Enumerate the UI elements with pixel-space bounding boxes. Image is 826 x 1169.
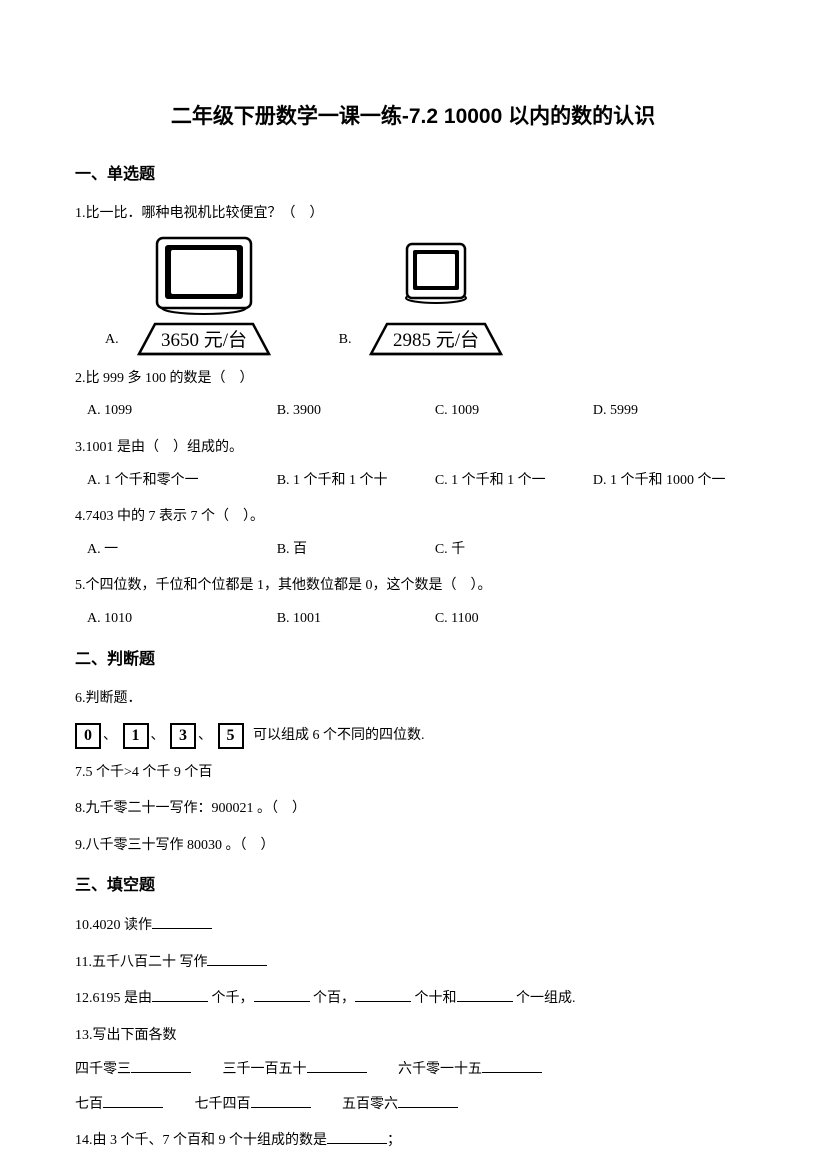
q5-opt-a: A. 1010 [87, 606, 277, 633]
q1-tv-b: 2985 元/台 [361, 236, 511, 356]
tv-icon-b: 2985 元/台 [361, 236, 511, 356]
question-7: 7.5 个千>4 个千 9 个百 [75, 760, 751, 787]
q4-opt-a: A. 一 [87, 537, 277, 564]
q13-w1: 四千零三 [75, 1062, 131, 1077]
section-2-header: 二、判断题 [75, 647, 751, 673]
q14-p1: 14.由 3 个千、7 个百和 9 个十组成的数是 [75, 1133, 327, 1148]
q2-opt-c: C. 1009 [435, 398, 593, 425]
q12-p4: 个十和 [415, 991, 457, 1006]
question-9: 9.八千零三十写作 80030 。（ ） [75, 833, 751, 860]
q13-blank-2 [307, 1057, 367, 1073]
q14-p2: ； [387, 1133, 401, 1148]
q10-blank [152, 913, 212, 929]
q11-blank [207, 950, 267, 966]
question-14: 14.由 3 个千、7 个百和 9 个十组成的数是 ； [75, 1128, 751, 1155]
q1-text: 1.比一比．哪种电视机比较便宜？（ ） [75, 201, 751, 228]
question-2: 2.比 999 多 100 的数是（ ） A. 1099 B. 3900 C. … [75, 366, 751, 425]
q12-blank-3 [355, 986, 411, 1002]
q3-opt-c: C. 1 个千和 1 个一 [435, 468, 593, 495]
q5-opt-c: C. 1100 [435, 606, 593, 633]
question-11: 11.五千八百二十 写作 [75, 950, 751, 977]
price-b-svg: 2985 元/台 [393, 329, 479, 351]
q5-opt-b: B. 1001 [277, 606, 435, 633]
q13-w3: 六千零一十五 [398, 1062, 482, 1077]
q4-opt-c: C. 千 [435, 537, 593, 564]
q2-text: 2.比 999 多 100 的数是（ ） [75, 366, 751, 393]
q12-blank-2 [254, 986, 310, 1002]
q12-p1: 12.6195 是由 [75, 991, 152, 1006]
q6-digit-2: 3 [170, 723, 196, 749]
q12-p3: 个百， [313, 991, 355, 1006]
question-6: 6.判断题． 0、 1、 3、 5 可以组成 6 个不同的四位数. [75, 686, 751, 749]
question-4: 4.7403 中的 7 表示 7 个（ ）。 A. 一 B. 百 C. 千 [75, 504, 751, 563]
q4-opt-d [593, 537, 751, 564]
q1-options-row: A. 3650 元/台 B. 2985 元/台 [75, 236, 751, 356]
price-a-svg: 3650 元/台 [161, 329, 247, 351]
q3-opt-b: B. 1 个千和 1 个十 [277, 468, 435, 495]
q4-opt-b: B. 百 [277, 537, 435, 564]
q12-blank-1 [152, 986, 208, 1002]
q13-w2: 三千一百五十 [223, 1062, 307, 1077]
q6-digit-0: 0 [75, 723, 101, 749]
question-8: 8.九千零二十一写作：900021 。（ ） [75, 796, 751, 823]
q13-blank-4 [103, 1092, 163, 1108]
page-title: 二年级下册数学一课一练-7.2 10000 以内的数的认识 [75, 100, 751, 134]
q3-text: 3.1001 是由（ ）组成的。 [75, 435, 751, 462]
q11-text: 11.五千八百二十 写作 [75, 955, 207, 970]
q13-w6: 五百零六 [342, 1097, 398, 1112]
q5-opt-d [593, 606, 751, 633]
q4-text: 4.7403 中的 7 表示 7 个（ ）。 [75, 504, 751, 531]
q13-blank-5 [251, 1092, 311, 1108]
q3-opt-d: D. 1 个千和 1000 个一 [593, 468, 751, 495]
q6-digit-1: 1 [123, 723, 149, 749]
section-1-header: 一、单选题 [75, 162, 751, 188]
q2-opt-b: B. 3900 [277, 398, 435, 425]
q12-blank-4 [457, 986, 513, 1002]
q5-text: 5.个四位数，千位和个位都是 1，其他数位都是 0，这个数是（ ）。 [75, 573, 751, 600]
q1-label-a: A. [105, 327, 119, 354]
question-12: 12.6195 是由 个千， 个百， 个十和 个一组成. [75, 986, 751, 1013]
q10-text: 10.4020 读作 [75, 918, 152, 933]
q2-opt-d: D. 5999 [593, 398, 751, 425]
section-3-header: 三、填空题 [75, 873, 751, 899]
q1-label-b: B. [339, 327, 352, 354]
q6-tail: 可以组成 6 个不同的四位数. [253, 728, 425, 743]
question-1: 1.比一比．哪种电视机比较便宜？（ ） A. 3650 元/台 B. [75, 201, 751, 356]
question-3: 3.1001 是由（ ）组成的。 A. 1 个千和零个一 B. 1 个千和 1 … [75, 435, 751, 494]
q13-w4: 七百 [75, 1097, 103, 1112]
question-10: 10.4020 读作 [75, 913, 751, 940]
q2-opt-a: A. 1099 [87, 398, 277, 425]
q12-p2: 个千， [212, 991, 254, 1006]
q3-opt-a: A. 1 个千和零个一 [87, 468, 277, 495]
question-5: 5.个四位数，千位和个位都是 1，其他数位都是 0，这个数是（ ）。 A. 10… [75, 573, 751, 632]
q6-text: 6.判断题． [75, 686, 751, 713]
q13-text: 13.写出下面各数 [75, 1023, 751, 1050]
tv-icon-a: 3650 元/台 [129, 236, 279, 356]
q13-blank-6 [398, 1092, 458, 1108]
question-13: 13.写出下面各数 四千零三 三千一百五十 六千零一十五 七百 七千四百 五百零… [75, 1023, 751, 1119]
q13-blank-3 [482, 1057, 542, 1073]
q14-blank [327, 1128, 387, 1144]
q6-digit-3: 5 [218, 723, 244, 749]
q13-blank-1 [131, 1057, 191, 1073]
q1-tv-a: 3650 元/台 [129, 236, 279, 356]
q12-p5: 个一组成. [516, 991, 576, 1006]
q13-w5: 七千四百 [195, 1097, 251, 1112]
